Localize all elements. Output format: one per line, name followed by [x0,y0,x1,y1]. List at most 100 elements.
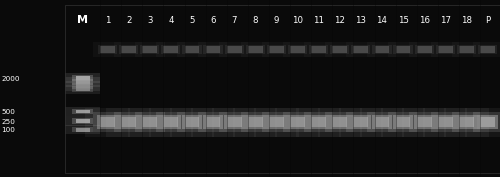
Text: 6: 6 [210,16,216,25]
Bar [480,46,495,53]
Bar [346,42,376,57]
Bar [140,115,160,129]
Bar [466,108,500,137]
Bar [276,108,320,137]
Bar [65,73,100,83]
Bar [288,45,307,54]
Bar [351,45,370,54]
Text: 5: 5 [189,16,194,25]
Bar [417,117,432,127]
Bar [227,46,242,53]
Bar [480,117,495,127]
Bar [269,117,284,127]
Bar [304,112,334,132]
Bar [452,42,481,57]
Bar [76,110,90,113]
Text: 16: 16 [418,16,430,25]
Bar [459,117,474,127]
Bar [156,42,186,57]
Bar [254,108,298,137]
Bar [325,112,354,132]
Bar [160,115,181,129]
Bar [72,79,93,85]
Bar [308,115,329,129]
Bar [381,108,425,137]
Bar [248,117,262,127]
Bar [374,117,390,127]
Bar [282,112,312,132]
Bar [309,45,328,54]
Bar [346,112,376,132]
Bar [287,115,308,129]
Bar [92,42,122,57]
Text: 9: 9 [274,16,279,25]
Bar [65,107,100,116]
Bar [388,42,418,57]
Bar [410,112,439,132]
Bar [332,46,347,53]
Text: 1: 1 [105,16,110,25]
Bar [76,76,90,80]
Bar [76,119,90,123]
Bar [402,108,446,137]
Bar [262,112,291,132]
Bar [198,42,228,57]
Bar [438,117,452,127]
Bar [350,115,371,129]
Bar [65,85,100,94]
Bar [240,42,270,57]
Bar [76,128,90,132]
Bar [170,108,214,137]
Bar [282,42,312,57]
Bar [156,112,186,132]
Bar [206,46,220,53]
Text: 7: 7 [232,16,237,25]
Bar [98,45,117,54]
Bar [224,45,244,54]
Bar [161,45,180,54]
Bar [436,45,455,54]
Text: 500: 500 [1,109,15,115]
Bar [202,115,224,129]
Text: 10: 10 [292,16,303,25]
Bar [372,45,392,54]
Bar [177,42,206,57]
Text: 250: 250 [1,119,15,125]
Bar [330,45,349,54]
Bar [72,109,93,115]
Bar [354,46,368,53]
Bar [72,127,93,132]
Text: M: M [77,15,88,25]
Bar [360,108,404,137]
Text: 11: 11 [313,16,324,25]
Bar [119,45,138,54]
Bar [72,118,93,124]
Bar [135,42,164,57]
Bar [478,45,497,54]
Bar [142,46,157,53]
Bar [266,115,286,129]
Bar [72,75,93,81]
Text: 8: 8 [252,16,258,25]
Text: 18: 18 [461,16,472,25]
Bar [65,116,100,126]
Bar [414,45,434,54]
Bar [184,46,200,53]
Bar [311,46,326,53]
Bar [65,81,100,91]
Bar [220,112,249,132]
Text: P: P [485,16,490,25]
Bar [177,112,206,132]
Bar [330,115,350,129]
Bar [121,46,136,53]
Bar [76,87,90,91]
Bar [248,46,262,53]
Bar [114,42,144,57]
Bar [392,115,413,129]
Bar [118,115,139,129]
Bar [367,42,396,57]
Bar [430,112,460,132]
Bar [148,108,193,137]
Bar [472,42,500,57]
Bar [374,46,390,53]
